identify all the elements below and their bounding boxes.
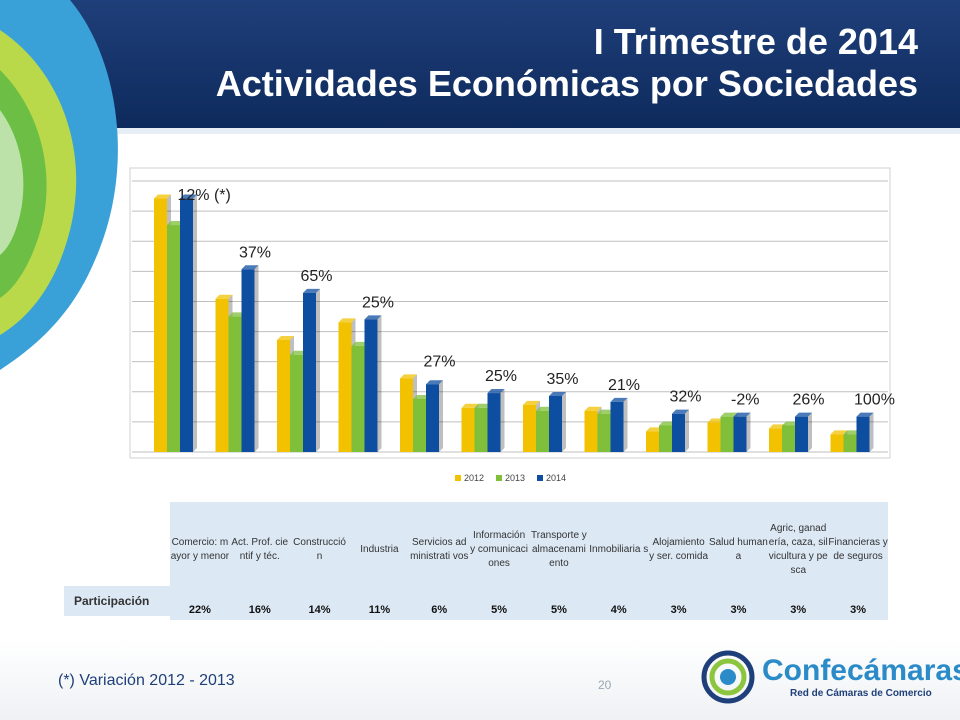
participation-value: 5% (491, 604, 508, 616)
column-header: Información y comunicaci ones (470, 530, 528, 569)
column-header: Comercio: mayor y menor (170, 537, 230, 562)
bar-2014 (364, 315, 382, 452)
participation-value: 14% (308, 604, 331, 616)
bar-2014 (180, 194, 197, 453)
page-number: 20 (598, 678, 612, 692)
bar-2014 (549, 392, 566, 452)
bar-chart: 12% (*) 37% 65% 25% 27% 25% 35% 21% 32% -2% 26% 100… (129, 167, 895, 483)
bar-2014 (856, 412, 874, 452)
variation-label: 32% (670, 389, 702, 406)
header-divider (0, 128, 960, 134)
participation-value: 16% (248, 604, 271, 616)
column-header: Act. Prof. cientif y téc. (231, 537, 289, 562)
page-title-line2: Actividades Económicas por Sociedades (215, 63, 918, 104)
participation-value: 22% (188, 604, 211, 616)
column-header: Servicios administrati vos (410, 537, 469, 562)
legend-label: 2012 (464, 473, 484, 483)
bar-2014 (487, 389, 505, 452)
column-header: Transporte y almacenami ento (531, 530, 587, 569)
bar-2014 (241, 265, 259, 452)
participation-value: 4% (610, 604, 627, 616)
column-header: Financieras y de seguros (828, 537, 888, 562)
confecamaras-logo-icon (701, 650, 755, 704)
footer-band (0, 640, 960, 720)
participation-value: 6% (431, 604, 448, 616)
participation-value: 5% (550, 604, 567, 616)
variation-label: 100% (854, 392, 895, 409)
logo-text: Confecámaras (762, 654, 960, 687)
participation-table (170, 502, 888, 620)
variation-label: 21% (608, 377, 640, 394)
participation-value: 3% (670, 604, 687, 616)
column-header: Salud humana (708, 537, 768, 562)
bar-2014 (672, 409, 689, 452)
header-band (0, 0, 960, 130)
legend-swatch (455, 475, 461, 481)
bar-2014 (610, 397, 628, 452)
column-header: Inmobiliaria s (589, 544, 649, 555)
participation-row-label: Participación (64, 586, 170, 616)
participation-value: 11% (368, 604, 391, 616)
variation-label: 25% (362, 294, 394, 311)
bar-2014 (426, 380, 443, 452)
plot-area (129, 167, 891, 459)
legend-swatch (537, 475, 543, 481)
variation-label: 12% (*) (178, 187, 231, 204)
legend-label: 2013 (505, 473, 525, 483)
participation-value: 3% (730, 604, 747, 616)
variation-label: 37% (239, 244, 271, 261)
column-header: Industria (360, 544, 399, 555)
variation-label: -2% (731, 392, 759, 409)
column-header: Alojamiento y ser. comida (649, 537, 709, 562)
footnote: (*) Variación 2012 - 2013 (58, 672, 235, 689)
variation-label: 25% (485, 368, 517, 385)
logo-subtitle: Red de Cámaras de Comercio (790, 688, 932, 699)
page-title-line1: I Trimestre de 2014 (593, 21, 918, 62)
column-header: Agric, ganadería, caza, silvicultura y p… (768, 523, 828, 576)
variation-label: 27% (424, 353, 456, 370)
bar-2014 (795, 412, 812, 452)
participation-value: 3% (850, 604, 867, 616)
variation-label: 35% (547, 371, 579, 388)
column-header: Construcció n (293, 537, 346, 562)
variation-label: 65% (301, 268, 333, 285)
participation-value: 3% (790, 604, 807, 616)
legend-label: 2014 (546, 473, 566, 483)
bar-2014 (733, 412, 751, 452)
bar-2014 (303, 288, 320, 452)
variation-label: 26% (793, 392, 825, 409)
legend-swatch (496, 475, 502, 481)
decorative-swirl (0, 0, 118, 370)
